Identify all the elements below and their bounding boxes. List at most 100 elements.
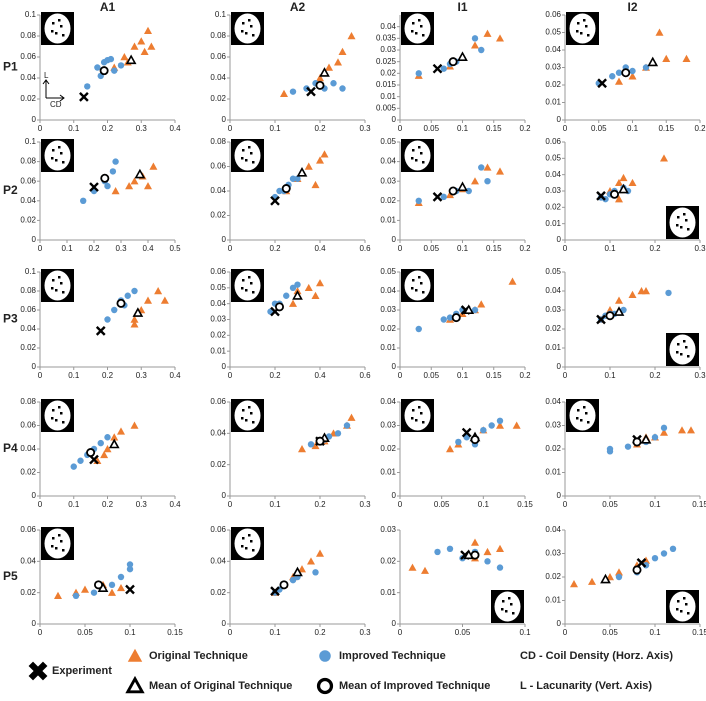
x-tick-label: 0.4 <box>314 244 326 253</box>
x-tick-label: 0.2 <box>102 500 114 509</box>
point <box>471 538 479 546</box>
x-tick-label: 0.05 <box>434 500 450 509</box>
x-tick-label: 0.05 <box>423 124 439 133</box>
experiment-point <box>636 558 647 568</box>
point <box>512 421 521 429</box>
x-tick-label: 0.1 <box>457 371 469 380</box>
x-tick-label: 0.3 <box>136 124 148 133</box>
mean-point <box>132 307 144 317</box>
y-tick-label: 0.035 <box>376 33 397 42</box>
y-tick-label: 0.04 <box>380 22 396 31</box>
inset-image <box>418 19 421 22</box>
inset-image <box>683 597 686 600</box>
mean-point <box>470 550 480 560</box>
inset-image <box>415 289 418 292</box>
inset-image <box>404 13 431 44</box>
inset-image <box>418 406 421 409</box>
point <box>628 178 637 187</box>
point <box>440 193 447 201</box>
point <box>660 424 668 432</box>
y-tick-label: 0.02 <box>380 556 396 565</box>
inset-image <box>418 146 421 149</box>
point <box>480 427 487 434</box>
x-tick-label: 0.1 <box>457 244 469 253</box>
mean-point <box>448 186 458 196</box>
x-tick-label: 0.15 <box>486 124 502 133</box>
point <box>298 565 306 573</box>
x-tick-label: 0.05 <box>423 371 439 380</box>
mean-point <box>613 306 625 316</box>
row-label: P5 <box>3 569 18 583</box>
y-tick-label: 0.02 <box>20 94 36 103</box>
column-label: I2 <box>627 0 637 14</box>
y-tick-label: 0 <box>557 619 562 628</box>
point <box>471 41 479 49</box>
inset-image <box>52 409 55 412</box>
mean-point <box>647 56 659 67</box>
mean-point <box>600 573 611 584</box>
point <box>100 450 109 459</box>
point <box>149 162 158 170</box>
y-tick-label: 0.02 <box>380 324 396 333</box>
mean-point <box>94 580 104 590</box>
y-tick-label: 0.08 <box>20 286 36 295</box>
legend-label: Mean of Improved Technique <box>339 680 490 692</box>
point <box>283 292 290 299</box>
x-tick-label: 0.05 <box>602 628 618 637</box>
experiment-point <box>270 195 280 206</box>
scatter-panel: 0 0.1 0.2 0.3 0.4 0 0.02 0.04 0.06 0.08 <box>20 397 181 509</box>
y-tick-label: 0.04 <box>210 73 226 82</box>
point <box>107 55 115 63</box>
y-tick-label: 0.08 <box>20 397 36 406</box>
x-tick-label: 0.1 <box>68 371 80 380</box>
inset-image <box>415 419 418 422</box>
point <box>289 576 297 584</box>
experiment-point <box>432 192 443 202</box>
inset-image <box>58 146 61 149</box>
point <box>440 65 447 72</box>
legend-note: L - Lacunarity (Vert. Axis) <box>520 680 652 692</box>
experiment-point <box>596 191 606 201</box>
inset-image <box>505 610 508 613</box>
y-tick-label: 0.01 <box>545 98 561 107</box>
y-tick-label: 0.03 <box>545 421 561 430</box>
scatter-panel: 0 0.1 0.2 0.3 0 0.02 0.04 0.06 <box>210 525 371 637</box>
y-tick-label: 0.01 <box>380 588 396 597</box>
x-tick-label: 0 <box>563 371 568 380</box>
inset-image <box>252 549 255 552</box>
inset-image <box>676 351 679 354</box>
scatter-panel: 0 0.05 0.1 0 0.01 0.02 0.03 <box>380 525 531 637</box>
inset-image <box>420 412 423 415</box>
mean-point <box>108 438 120 449</box>
y-tick-label: 0.06 <box>210 267 226 276</box>
point <box>651 434 659 441</box>
inset-image <box>420 282 423 285</box>
inset-image <box>583 406 586 409</box>
inset-image <box>62 549 65 552</box>
y-tick-label: 0.06 <box>20 52 36 61</box>
inset-image <box>685 346 688 349</box>
point <box>316 156 324 164</box>
x-tick-label: 0.05 <box>591 124 607 133</box>
y-tick-label: 0 <box>222 491 227 500</box>
x-tick-label: 0 <box>398 124 403 133</box>
point <box>276 187 283 195</box>
inset-image <box>55 159 58 162</box>
inset-image <box>420 152 423 155</box>
point <box>440 316 447 323</box>
axis-hint-arrow <box>42 79 65 102</box>
x-tick-label: 0.1 <box>269 500 281 509</box>
y-tick-label: 0 <box>222 115 227 124</box>
inset-image <box>60 540 63 543</box>
inset-image <box>44 400 71 431</box>
point <box>160 296 169 304</box>
inset-image <box>234 270 261 301</box>
point <box>137 37 146 45</box>
y-tick-label: 0.04 <box>545 45 561 54</box>
legend-marker <box>127 648 143 662</box>
y-tick-label: 0.06 <box>210 162 226 171</box>
point <box>289 88 297 95</box>
x-tick-label: 0.15 <box>692 628 706 637</box>
inset-image <box>412 22 415 25</box>
